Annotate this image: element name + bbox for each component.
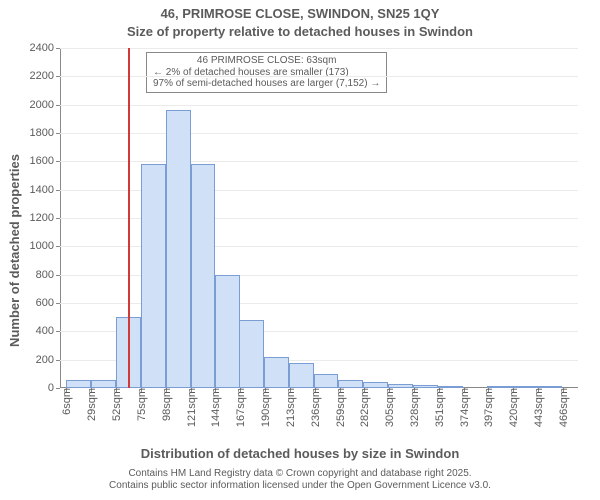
x-tick-label: 236sqm: [308, 388, 322, 427]
footer-line-1: Contains HM Land Registry data © Crown c…: [0, 468, 600, 479]
y-tick-label: 800: [36, 269, 60, 281]
histogram-bar: [264, 357, 289, 388]
y-axis-label-text: Number of detached properties: [7, 154, 22, 347]
annotation-line: 97% of semi-detached houses are larger (…: [153, 78, 380, 90]
chart-title: 46, PRIMROSE CLOSE, SWINDON, SN25 1QY: [0, 6, 600, 21]
x-tick-label: 167sqm: [233, 388, 247, 427]
x-tick-label: 259sqm: [333, 388, 347, 427]
histogram-bar: [215, 275, 240, 388]
x-tick-label: 98sqm: [159, 388, 173, 421]
gridline: [60, 105, 578, 106]
chart-subtitle: Size of property relative to detached ho…: [0, 24, 600, 39]
x-tick-label: 466sqm: [556, 388, 570, 427]
y-tick-label: 1400: [30, 184, 60, 196]
histogram-bar: [191, 164, 216, 388]
annotation-box: 46 PRIMROSE CLOSE: 63sqm← 2% of detached…: [146, 52, 387, 93]
y-tick-label: 1800: [30, 127, 60, 139]
x-tick-label: 75sqm: [134, 388, 148, 421]
x-tick-label: 443sqm: [531, 388, 545, 427]
x-axis-label: Distribution of detached houses by size …: [0, 446, 600, 461]
histogram-bar: [289, 363, 314, 389]
histogram-bar: [66, 380, 91, 389]
x-tick-label: 52sqm: [109, 388, 123, 421]
x-tick-label: 29sqm: [84, 388, 98, 421]
y-tick-label: 1600: [30, 155, 60, 167]
histogram-bar: [166, 110, 191, 388]
gridline: [60, 303, 578, 304]
y-tick-label: 1200: [30, 212, 60, 224]
x-tick-label: 6sqm: [59, 388, 73, 415]
histogram-bar: [91, 380, 116, 389]
histogram-bar: [141, 164, 166, 388]
gridline: [60, 161, 578, 162]
plot-area: 46 PRIMROSE CLOSE: 63sqm← 2% of detached…: [60, 48, 578, 388]
y-tick-label: 200: [36, 354, 60, 366]
y-tick-label: 2200: [30, 70, 60, 82]
x-tick-label: 144sqm: [208, 388, 222, 427]
histogram-bar: [314, 374, 339, 388]
y-axis-label: Number of detached properties: [6, 0, 22, 500]
y-tick-label: 1000: [30, 240, 60, 252]
x-tick-label: 328sqm: [407, 388, 421, 427]
x-tick-label: 420sqm: [506, 388, 520, 427]
gridline: [60, 76, 578, 77]
x-tick-label: 121sqm: [184, 388, 198, 427]
y-tick-label: 600: [36, 297, 60, 309]
y-tick-label: 2000: [30, 99, 60, 111]
x-tick-label: 397sqm: [481, 388, 495, 427]
y-tick-label: 2400: [30, 42, 60, 54]
gridline: [60, 133, 578, 134]
x-tick-label: 374sqm: [457, 388, 471, 427]
x-tick-label: 351sqm: [432, 388, 446, 427]
x-tick-label: 282sqm: [357, 388, 371, 427]
histogram-bar: [239, 320, 264, 388]
gridline: [60, 246, 578, 247]
gridline: [60, 218, 578, 219]
annotation-line: 46 PRIMROSE CLOSE: 63sqm: [153, 55, 380, 67]
reference-line: [128, 48, 130, 388]
x-tick-label: 213sqm: [283, 388, 297, 427]
gridline: [60, 190, 578, 191]
gridline: [60, 275, 578, 276]
footer-line-2: Contains public sector information licen…: [0, 480, 600, 491]
histogram-bar: [338, 380, 363, 389]
y-tick-label: 400: [36, 325, 60, 337]
x-tick-label: 190sqm: [258, 388, 272, 427]
x-tick-label: 305sqm: [382, 388, 396, 427]
gridline: [60, 48, 578, 49]
